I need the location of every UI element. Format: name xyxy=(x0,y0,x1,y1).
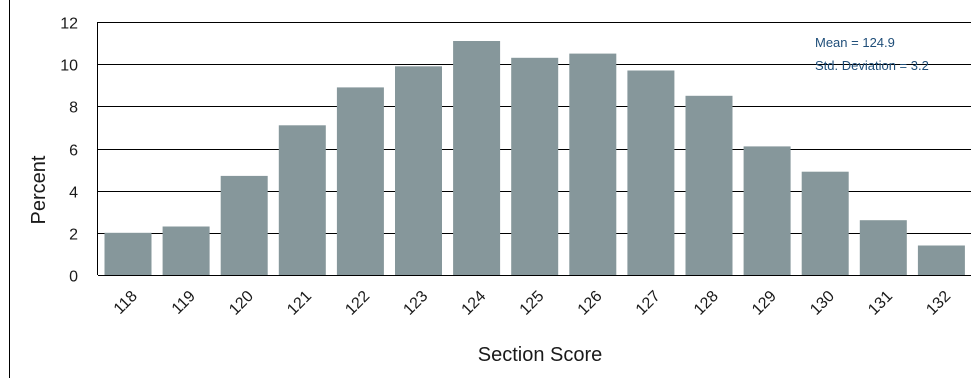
x-tick-label: 130 xyxy=(807,288,838,319)
std-deviation-annotation: Std. Deviation = 3.2 xyxy=(815,58,929,73)
bar xyxy=(220,175,268,275)
bar xyxy=(743,146,791,275)
x-tick-label: 131 xyxy=(865,288,896,319)
x-tick-label: 123 xyxy=(400,288,431,319)
x-tick-label: 128 xyxy=(691,288,722,319)
bars xyxy=(104,41,965,276)
bar xyxy=(801,171,849,275)
x-tick-label: 121 xyxy=(284,288,315,319)
x-tick-label: 126 xyxy=(575,288,606,319)
y-tick-label: 8 xyxy=(69,100,78,117)
bar xyxy=(104,232,152,275)
bar xyxy=(336,87,384,276)
x-tick-label: 118 xyxy=(111,288,141,318)
x-tick-label: 120 xyxy=(226,288,257,319)
bar xyxy=(627,70,675,275)
bar xyxy=(685,95,733,275)
bar xyxy=(917,245,965,275)
bar xyxy=(395,66,442,275)
bar xyxy=(453,41,501,275)
x-axis-title: Section Score xyxy=(478,344,603,366)
bar xyxy=(569,53,617,275)
y-tick-labels: 0 2 4 6 8 10 12 xyxy=(60,16,78,286)
y-tick-label: 6 xyxy=(69,143,78,160)
bar xyxy=(859,220,907,275)
x-tick-label: 127 xyxy=(633,288,664,319)
y-tick-label: 2 xyxy=(69,227,78,244)
x-tick-label: 129 xyxy=(749,288,780,319)
y-tick-label: 4 xyxy=(69,185,78,202)
bar xyxy=(511,57,559,275)
bar xyxy=(278,125,326,275)
x-tick-label: 132 xyxy=(923,288,954,319)
x-tick-labels: 118 119 120 121 122 123 124 125 126 127 128 129 130 1… xyxy=(111,288,955,319)
y-tick-label: 0 xyxy=(69,269,78,286)
x-tick-label: 119 xyxy=(169,288,199,318)
mean-annotation: Mean = 124.9 xyxy=(815,35,895,50)
x-tick-label: 122 xyxy=(342,288,373,319)
x-tick-label: 125 xyxy=(517,288,548,319)
y-tick-label: 12 xyxy=(60,16,78,33)
axes xyxy=(97,22,971,276)
bar xyxy=(162,226,210,275)
y-tick-label: 10 xyxy=(60,58,78,75)
y-axis-title: Percent xyxy=(28,155,50,224)
x-tick-label: 124 xyxy=(459,288,490,319)
